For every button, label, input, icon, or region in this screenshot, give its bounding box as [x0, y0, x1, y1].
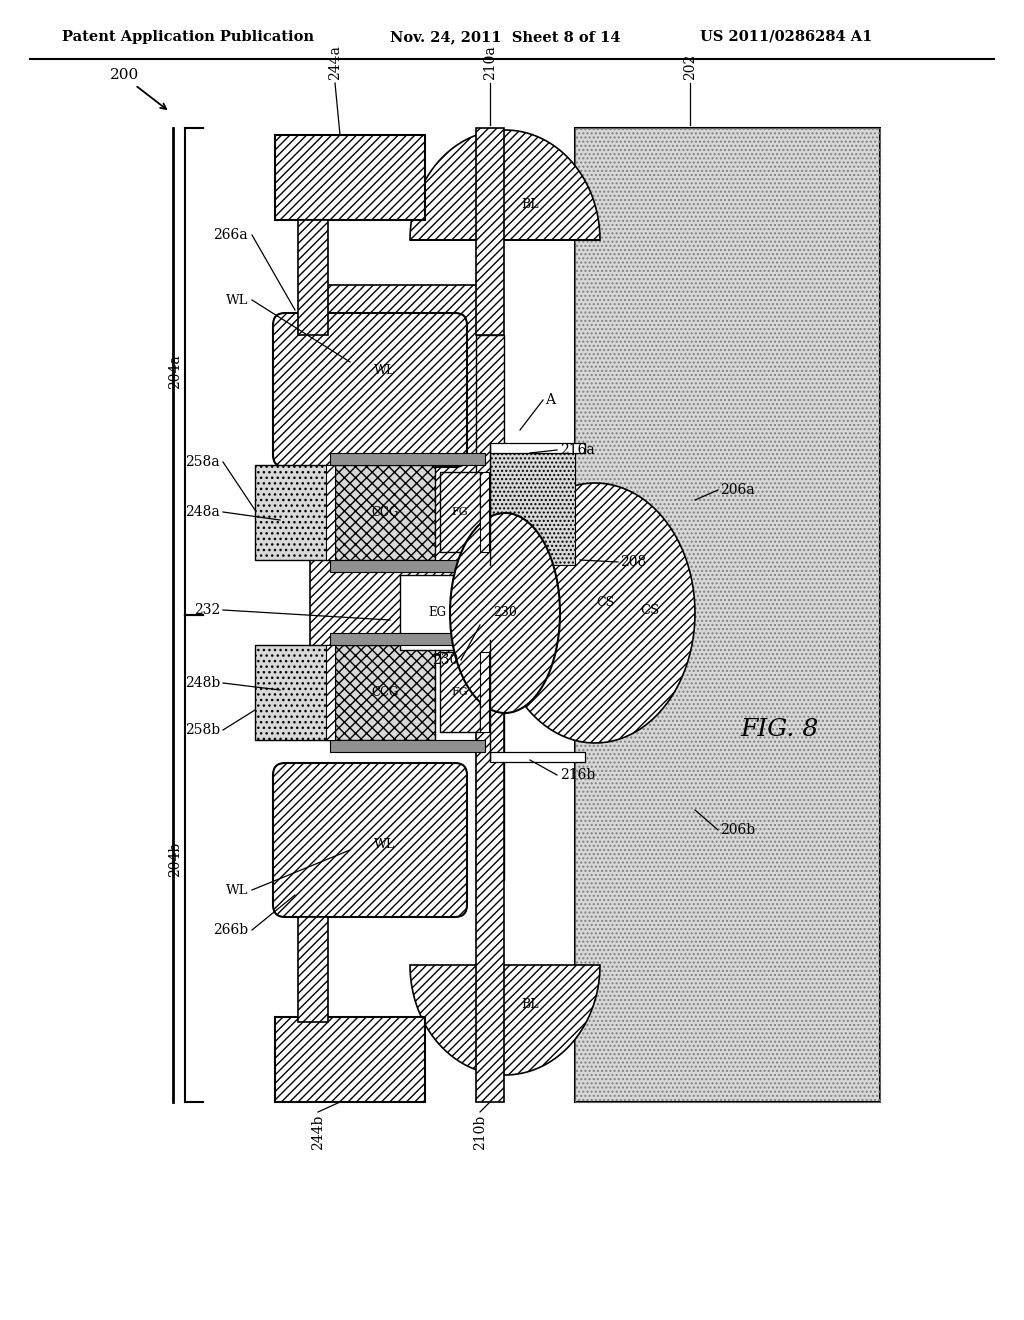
Bar: [298, 917, 328, 1022]
Text: FIG. 8: FIG. 8: [741, 718, 819, 742]
Text: 208: 208: [620, 554, 646, 569]
Text: FG: FG: [452, 686, 468, 697]
Text: 266a: 266a: [213, 228, 248, 242]
Text: Nov. 24, 2011  Sheet 8 of 14: Nov. 24, 2011 Sheet 8 of 14: [390, 30, 621, 44]
Bar: [335, 645, 435, 741]
Bar: [476, 335, 504, 880]
Text: 202: 202: [683, 54, 697, 81]
Text: 204b: 204b: [168, 841, 182, 876]
Bar: [255, 645, 330, 741]
Ellipse shape: [450, 513, 560, 713]
Bar: [480, 473, 489, 552]
Text: BL: BL: [521, 198, 539, 211]
Text: 210b: 210b: [473, 1115, 487, 1150]
Text: CS: CS: [640, 603, 659, 616]
Text: 232: 232: [194, 603, 220, 616]
Text: CCG: CCG: [372, 686, 398, 700]
Text: 204a: 204a: [168, 355, 182, 389]
Text: 244a: 244a: [328, 45, 342, 81]
Polygon shape: [495, 483, 695, 743]
Bar: [476, 128, 504, 335]
Text: Patent Application Publication: Patent Application Publication: [62, 30, 314, 44]
Bar: [400, 576, 475, 649]
Text: WL: WL: [375, 363, 395, 376]
Text: 210a: 210a: [483, 45, 497, 81]
Text: FG: FG: [452, 507, 468, 517]
Bar: [330, 560, 485, 572]
Bar: [330, 453, 485, 465]
Text: 258b: 258b: [185, 723, 220, 737]
Bar: [326, 645, 335, 741]
Bar: [275, 1016, 425, 1102]
Bar: [335, 465, 435, 560]
Text: 200: 200: [110, 69, 139, 82]
Bar: [255, 465, 330, 560]
Text: EG: EG: [428, 606, 446, 619]
Text: CS: CS: [596, 597, 614, 610]
Bar: [330, 741, 485, 752]
Text: 230: 230: [494, 606, 517, 619]
Text: 206a: 206a: [720, 483, 755, 498]
Text: 244b: 244b: [311, 1115, 325, 1150]
Text: WL: WL: [225, 293, 248, 306]
Bar: [575, 128, 880, 1102]
Bar: [490, 752, 585, 762]
Text: WL: WL: [375, 838, 395, 851]
Bar: [476, 663, 504, 1102]
FancyBboxPatch shape: [273, 313, 467, 467]
Text: 216b: 216b: [560, 768, 595, 781]
Text: 266b: 266b: [213, 923, 248, 937]
Text: US 2011/0286284 A1: US 2011/0286284 A1: [700, 30, 872, 44]
Bar: [275, 135, 425, 220]
Text: 248b: 248b: [184, 676, 220, 690]
Text: A: A: [545, 393, 555, 407]
Bar: [480, 652, 489, 733]
Text: 230: 230: [432, 653, 458, 667]
Bar: [575, 128, 880, 1102]
Text: WL: WL: [225, 883, 248, 896]
Text: 206b: 206b: [720, 822, 755, 837]
Bar: [440, 473, 480, 552]
Polygon shape: [410, 131, 600, 240]
Text: BL: BL: [521, 998, 539, 1011]
Bar: [440, 652, 480, 733]
Text: CCG: CCG: [372, 507, 398, 520]
Bar: [298, 220, 328, 335]
Text: 258a: 258a: [185, 455, 220, 469]
Bar: [490, 453, 575, 565]
Bar: [326, 465, 335, 560]
Polygon shape: [410, 965, 600, 1074]
Text: 248a: 248a: [185, 506, 220, 519]
FancyBboxPatch shape: [273, 763, 467, 917]
Text: 216a: 216a: [560, 444, 595, 457]
Bar: [330, 634, 485, 645]
Bar: [490, 444, 585, 453]
Bar: [310, 285, 485, 655]
